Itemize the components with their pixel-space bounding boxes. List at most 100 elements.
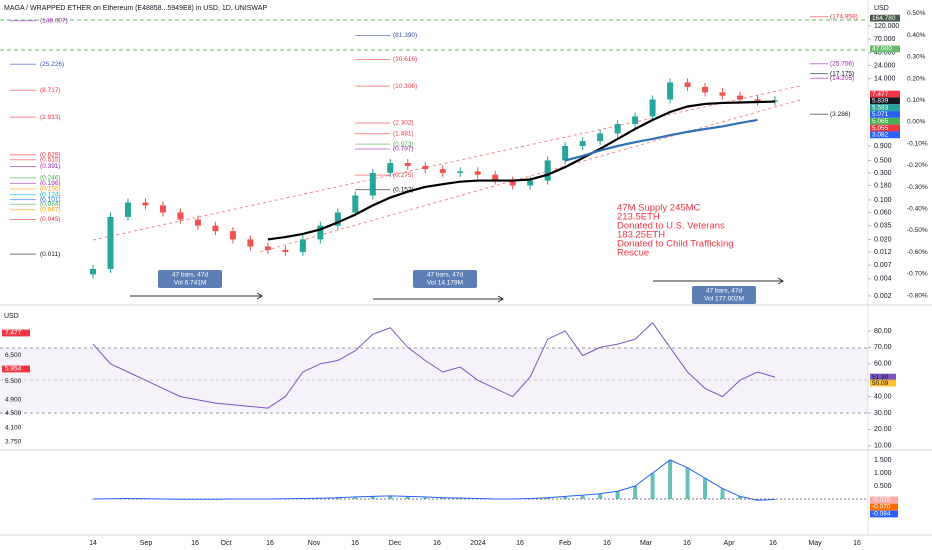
fib-label: (81.390) xyxy=(393,32,417,39)
candle xyxy=(509,180,516,186)
fib-label: (0.275) xyxy=(393,172,414,179)
price-tick-label: 0.300 xyxy=(874,170,892,177)
macd-histogram xyxy=(703,478,708,499)
rsi-price-label: 4.900 xyxy=(5,396,22,403)
candle xyxy=(352,195,359,213)
rsi-tag-label: 51.90 xyxy=(872,374,889,381)
rsi-price-label: 5.500 xyxy=(5,378,22,385)
moving-average-long xyxy=(564,118,758,162)
fib-label: (0.124) xyxy=(40,191,61,198)
time-label: 16 xyxy=(853,540,861,547)
measure-volume: Vol 177.002M xyxy=(704,296,744,303)
time-label: Dec xyxy=(389,540,402,547)
price-tick-label: 0.020 xyxy=(874,236,892,243)
time-label: 16 xyxy=(351,540,359,547)
price-tag-label: 5.071 xyxy=(872,111,889,118)
fib-label: (0.973) xyxy=(393,141,414,148)
macd-tick-label: 1.500 xyxy=(874,457,892,464)
annotation-line: 213.5ETH xyxy=(617,212,660,223)
candle xyxy=(404,163,411,166)
fib-label: (25.756) xyxy=(830,60,854,67)
time-label: 16 xyxy=(266,540,274,547)
fib-label: (0.152) xyxy=(393,186,414,193)
percent-tick-label: -0.10% xyxy=(907,140,928,147)
rsi-price-label: 6.500 xyxy=(5,352,22,359)
candle xyxy=(649,99,656,117)
fib-label: (30.616) xyxy=(393,56,417,63)
candle xyxy=(492,174,499,181)
measure-bars: 47 bars, 47d xyxy=(172,272,209,279)
fib-label: (14.205) xyxy=(830,75,854,82)
price-tick-label: 120.000 xyxy=(874,23,899,30)
fib-label: (148.007) xyxy=(40,18,68,25)
price-tick-label: 0.012 xyxy=(874,249,892,256)
macd-histogram xyxy=(440,497,445,499)
macd-histogram xyxy=(335,497,340,499)
chart-title: MAGA / WRAPPED ETHER on Ethereum (E48858… xyxy=(4,5,267,12)
fib-label: (0.101) xyxy=(40,196,61,203)
macd-histogram xyxy=(738,496,743,499)
percent-tick-label: 0.10% xyxy=(907,97,926,104)
price-tick-label: 14.000 xyxy=(874,76,896,83)
candle xyxy=(422,165,429,170)
measure-box xyxy=(158,270,222,288)
percent-tick-label: 0.30% xyxy=(907,54,926,61)
price-tick-label: 70.000 xyxy=(874,36,896,43)
time-label: 16 xyxy=(683,540,691,547)
candle xyxy=(212,225,219,232)
time-label: May xyxy=(808,540,822,547)
fib-label: (0.797) xyxy=(393,146,414,153)
macd-histogram xyxy=(405,496,410,499)
measure-box xyxy=(692,286,756,304)
annotation-line: 47M Supply 245MC xyxy=(617,203,701,214)
macd-histogram xyxy=(720,488,725,499)
percent-tick-label: -0.40% xyxy=(907,206,928,213)
macd-histogram xyxy=(545,497,550,499)
price-tag xyxy=(870,131,900,139)
annotation-line: 183.25ETH xyxy=(617,230,665,241)
price-tag-label: 7.477 xyxy=(872,91,889,98)
price-tick-label: 0.004 xyxy=(874,276,892,283)
rsi-line xyxy=(92,322,776,409)
candle xyxy=(334,212,341,226)
price-tick-label: 0.900 xyxy=(874,143,892,150)
percent-tick-label: -0.30% xyxy=(907,184,928,191)
candle xyxy=(317,225,324,240)
rsi-tick-label: 10.00 xyxy=(874,443,892,450)
candle xyxy=(737,95,744,100)
rsi-price-unit: USD xyxy=(4,313,19,320)
fib-label: (0.156) xyxy=(40,186,61,193)
candle xyxy=(142,202,149,206)
measure-box xyxy=(413,270,477,288)
rsi-tick-label: 20.00 xyxy=(874,426,892,433)
candle xyxy=(702,86,709,93)
macd-histogram xyxy=(668,460,673,499)
macd-tag-label: -0.070 xyxy=(872,504,891,511)
candle xyxy=(299,239,306,252)
candle xyxy=(667,82,674,100)
candle xyxy=(264,246,271,250)
price-tick-label: 24.000 xyxy=(874,62,896,69)
macd-line xyxy=(92,459,776,501)
measure-bars: 47 bars, 47d xyxy=(706,288,743,295)
measure-bars: 47 bars, 47d xyxy=(427,272,464,279)
macd-histogram xyxy=(580,495,585,499)
annotation-line: Rescue xyxy=(617,248,649,259)
percent-tick-label: 0.20% xyxy=(907,75,926,82)
rsi-price-label: 4.100 xyxy=(5,425,22,432)
rsi-price-label: 7.477 xyxy=(5,330,22,337)
price-tick-label: 0.060 xyxy=(874,209,892,216)
price-tag-label: 5.065 xyxy=(872,118,889,125)
candle xyxy=(562,146,569,161)
time-label: 16 xyxy=(516,540,524,547)
rsi-price-label: 5.954 xyxy=(5,366,22,373)
price-tick-label: 0.100 xyxy=(874,197,892,204)
candle xyxy=(632,116,639,125)
candle xyxy=(754,99,761,102)
price-tag xyxy=(870,97,900,105)
time-label: Nov xyxy=(308,540,321,547)
price-tag xyxy=(870,117,900,125)
rsi-price-tag xyxy=(2,329,30,337)
time-label: 16 xyxy=(769,540,777,547)
